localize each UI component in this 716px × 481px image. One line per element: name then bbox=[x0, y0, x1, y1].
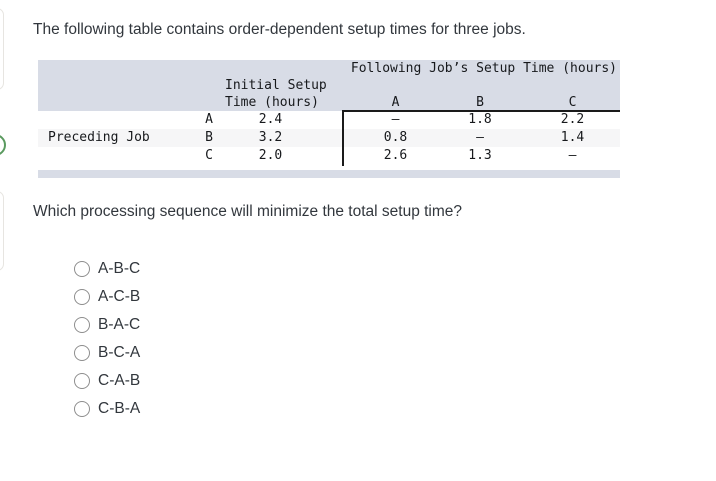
cell-following-b: – bbox=[476, 130, 484, 145]
option-b-c-a[interactable]: B-C-A bbox=[74, 345, 140, 361]
cell-following-c: 2.2 bbox=[560, 112, 585, 127]
clipped-panel-edge-top bbox=[0, 8, 4, 90]
row-label: A bbox=[205, 112, 213, 127]
option-label: A-C-B bbox=[98, 288, 141, 305]
table-footer-bar bbox=[38, 170, 620, 178]
header-row-2: Initial Setup bbox=[38, 77, 620, 94]
column-divider-line bbox=[342, 110, 344, 166]
table-row: Preceding Job B 3.2 0.8 – 1.4 bbox=[38, 129, 620, 147]
radio-button-b-a-c[interactable] bbox=[74, 317, 90, 333]
setup-times-table: Following Job’s Setup Time (hours) Initi… bbox=[38, 60, 620, 178]
header-row-3: Time (hours) A B C bbox=[38, 94, 620, 111]
row-label: C bbox=[205, 148, 213, 163]
cell-following-a: 2.6 bbox=[383, 148, 408, 163]
clipped-green-circle-icon bbox=[0, 134, 6, 156]
table-row: A 2.4 – 1.8 2.2 bbox=[38, 111, 620, 129]
option-c-a-b[interactable]: C-A-B bbox=[74, 373, 140, 389]
col-header-a: A bbox=[391, 95, 400, 110]
radio-button-b-c-a[interactable] bbox=[74, 345, 90, 361]
cell-initial: 2.0 bbox=[258, 148, 283, 163]
initial-setup-header-line2: Time (hours) bbox=[225, 95, 319, 110]
option-label: C-B-A bbox=[98, 400, 141, 417]
cell-following-c: – bbox=[568, 148, 577, 163]
col-header-b: B bbox=[476, 95, 484, 110]
cell-following-a: 0.8 bbox=[383, 130, 408, 145]
question-text: Which processing sequence will minimize … bbox=[33, 203, 463, 220]
table-row: C 2.0 2.6 1.3 – bbox=[38, 147, 620, 165]
option-c-b-a[interactable]: C-B-A bbox=[74, 401, 140, 417]
header-underline bbox=[342, 110, 620, 112]
cell-following-b: 1.8 bbox=[468, 112, 492, 127]
initial-setup-header-line1: Initial Setup bbox=[225, 78, 327, 93]
option-a-b-c[interactable]: A-B-C bbox=[74, 261, 140, 277]
row-label: B bbox=[205, 130, 213, 145]
radio-button-c-a-b[interactable] bbox=[74, 373, 90, 389]
radio-button-a-b-c[interactable] bbox=[74, 261, 90, 277]
option-label: B-A-C bbox=[98, 316, 141, 333]
cell-following-c: 1.4 bbox=[560, 130, 585, 145]
answer-options: A-B-C A-C-B B-A-C B-C-A C-A-B C-B-A bbox=[74, 261, 140, 417]
cell-following-b: 1.3 bbox=[468, 148, 492, 163]
cell-initial: 2.4 bbox=[258, 112, 283, 127]
radio-button-a-c-b[interactable] bbox=[74, 289, 90, 305]
option-label: B-C-A bbox=[98, 344, 141, 361]
cell-initial: 3.2 bbox=[258, 130, 283, 145]
option-label: A-B-C bbox=[98, 260, 141, 277]
following-setup-time-header: Following Job’s Setup Time (hours) bbox=[350, 61, 617, 76]
option-a-c-b[interactable]: A-C-B bbox=[74, 289, 140, 305]
option-label: C-A-B bbox=[98, 372, 141, 389]
table-header: Following Job’s Setup Time (hours) Initi… bbox=[38, 60, 620, 111]
intro-text: The following table contains order-depen… bbox=[33, 21, 526, 38]
option-b-a-c[interactable]: B-A-C bbox=[74, 317, 140, 333]
cell-following-a: – bbox=[391, 112, 400, 127]
radio-button-c-b-a[interactable] bbox=[74, 401, 90, 417]
col-header-c: C bbox=[568, 95, 577, 110]
clipped-panel-edge-bottom bbox=[0, 191, 4, 271]
preceding-job-label: Preceding Job bbox=[48, 130, 150, 145]
